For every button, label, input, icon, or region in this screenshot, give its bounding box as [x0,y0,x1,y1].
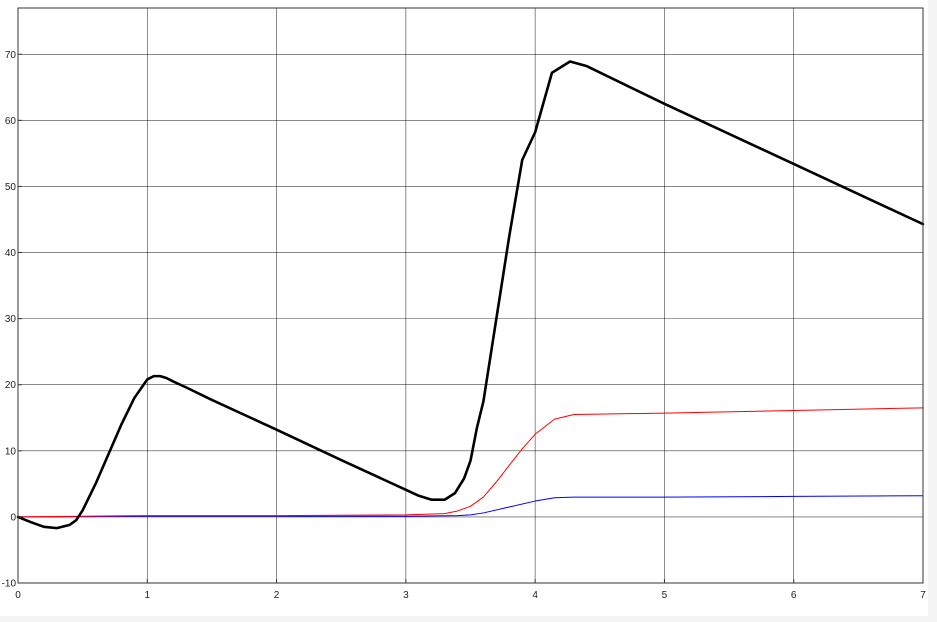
y-tick-label: 10 [5,446,17,457]
x-axis-ticks: 0 1 2 3 4 5 6 7 [15,579,926,601]
x-tick-label: 4 [532,590,538,601]
x-tick-label: 0 [15,590,21,601]
plot-area-border [17,7,924,584]
x-tick-label: 7 [920,590,926,601]
x-tick-label: 1 [145,590,151,601]
x-tick-label: 3 [403,590,409,601]
series-red-line [17,407,924,518]
y-tick-label: -10 [2,579,17,590]
y-tick-label: 60 [5,116,17,127]
x-tick-label: 5 [662,590,668,601]
series-black-line [16,60,925,530]
x-tick-label: 2 [274,590,280,601]
y-axis-ticks: -10 0 10 20 30 40 50 60 70 [2,50,22,590]
y-tick-label: 40 [5,248,17,259]
y-tick-label: 50 [5,182,17,193]
y-tick-label: 20 [5,380,17,391]
x-tick-label: 6 [791,590,797,601]
y-tick-label: 0 [10,512,16,523]
series-blue-line [17,495,924,518]
bottom-frame-strip [0,616,937,622]
y-tick-label: 30 [5,314,17,325]
right-frame-strip [928,0,937,622]
series-layer [16,60,925,530]
y-tick-label: 70 [5,50,17,61]
